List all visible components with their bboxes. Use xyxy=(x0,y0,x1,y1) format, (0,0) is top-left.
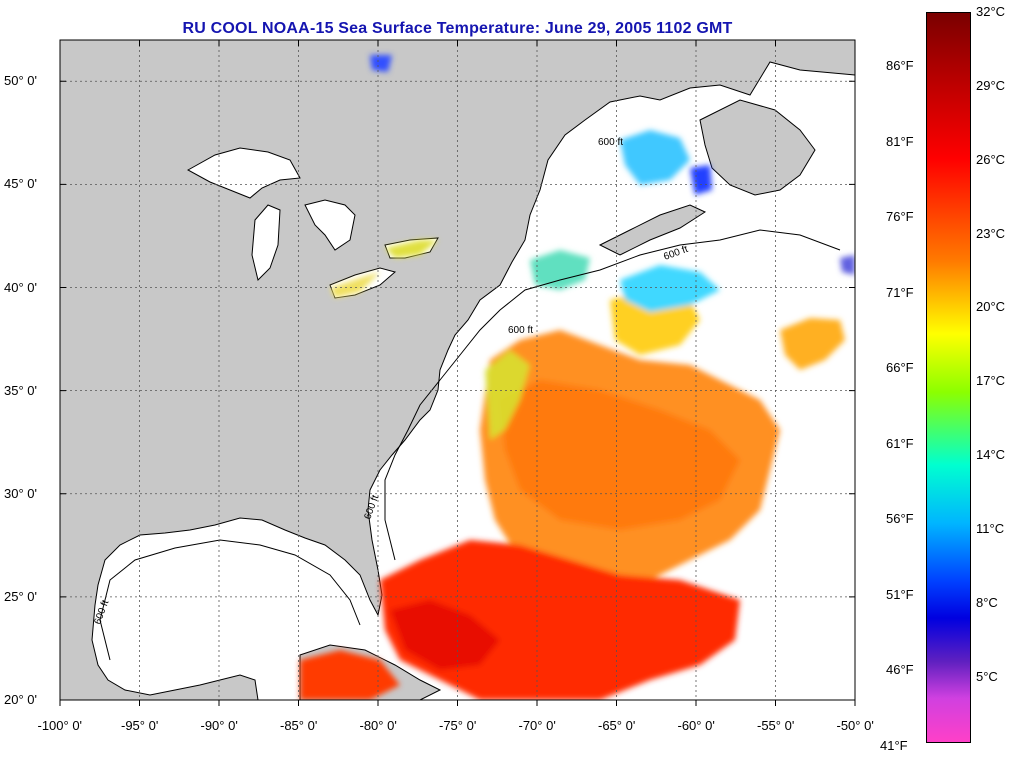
graticule xyxy=(60,40,855,700)
longitude-tick-label: -100° 0' xyxy=(37,718,83,733)
temperature-colorbar xyxy=(926,12,971,743)
great-lakes xyxy=(186,147,439,299)
colorbar-celsius-label: 26°C xyxy=(976,151,1006,167)
longitude-tick-label: -50° 0' xyxy=(836,718,874,733)
depth-contour-600ft xyxy=(99,229,841,661)
latitude-tick-label: 35° 0' xyxy=(4,382,37,398)
land-newfoundland xyxy=(699,99,816,196)
colorbar-fahrenheit-label: 46°F xyxy=(886,662,914,677)
longitude-tick-label: -75° 0' xyxy=(439,718,477,733)
latitude-tick-label: 30° 0' xyxy=(4,485,37,501)
colorbar-fahrenheit-label: 71°F xyxy=(886,284,914,300)
contour-label: 600 ft xyxy=(598,137,623,148)
latitude-tick-label: 45° 0' xyxy=(4,176,37,192)
latitude-tick-label: 25° 0' xyxy=(4,588,37,604)
colorbar-celsius-label: 14°C xyxy=(976,447,1006,463)
colorbar-celsius-label: 29°C xyxy=(976,77,1006,93)
colorbar-celsius-label: 23°C xyxy=(976,225,1006,241)
longitude-tick-label: -90° 0' xyxy=(200,718,238,733)
axis-ticks xyxy=(59,40,856,706)
contour-label: 600 ft xyxy=(508,325,533,336)
longitude-tick-label: -60° 0' xyxy=(677,718,715,733)
colorbar-celsius-label: 11°C xyxy=(976,520,1005,536)
land-north-america xyxy=(60,40,855,700)
longitude-tick-label: -55° 0' xyxy=(757,718,795,733)
colorbar-fahrenheit-label: 56°F xyxy=(886,511,914,526)
colorbar-celsius-label: 8°C xyxy=(976,594,998,610)
longitude-tick-label: -85° 0' xyxy=(280,718,318,733)
land-nova-scotia xyxy=(598,204,707,256)
colorbar-fahrenheit-label: 61°F xyxy=(886,435,914,451)
longitude-tick-label: -80° 0' xyxy=(359,718,397,733)
longitude-tick-label: -65° 0' xyxy=(598,718,636,733)
colorbar-celsius-label: 20°C xyxy=(976,299,1006,315)
colorbar-fahrenheit-label: 81°F xyxy=(886,133,914,149)
colorbar-fahrenheit-label: 66°F xyxy=(886,360,914,375)
map-title: RU COOL NOAA-15 Sea Surface Temperature:… xyxy=(182,20,733,37)
colorbar-celsius-label: 32°C xyxy=(976,4,1006,19)
colorbar-fahrenheit-label: 41°F xyxy=(880,737,908,753)
colorbar-celsius-label: 17°C xyxy=(976,373,1006,389)
longitude-tick-label: -70° 0' xyxy=(518,718,556,733)
latitude-tick-label: 20° 0' xyxy=(4,692,37,707)
colorbar-celsius-label: 5°C xyxy=(976,668,998,684)
colorbar-fahrenheit-label: 51°F xyxy=(886,586,914,602)
sst-data xyxy=(300,55,855,700)
latitude-tick-label: 50° 0' xyxy=(4,73,37,89)
colorbar-fahrenheit-label: 76°F xyxy=(886,209,914,224)
colorbar-fahrenheit-label: 86°F xyxy=(886,58,914,73)
longitude-tick-label: -95° 0' xyxy=(121,718,159,733)
latitude-tick-label: 40° 0' xyxy=(4,279,37,295)
